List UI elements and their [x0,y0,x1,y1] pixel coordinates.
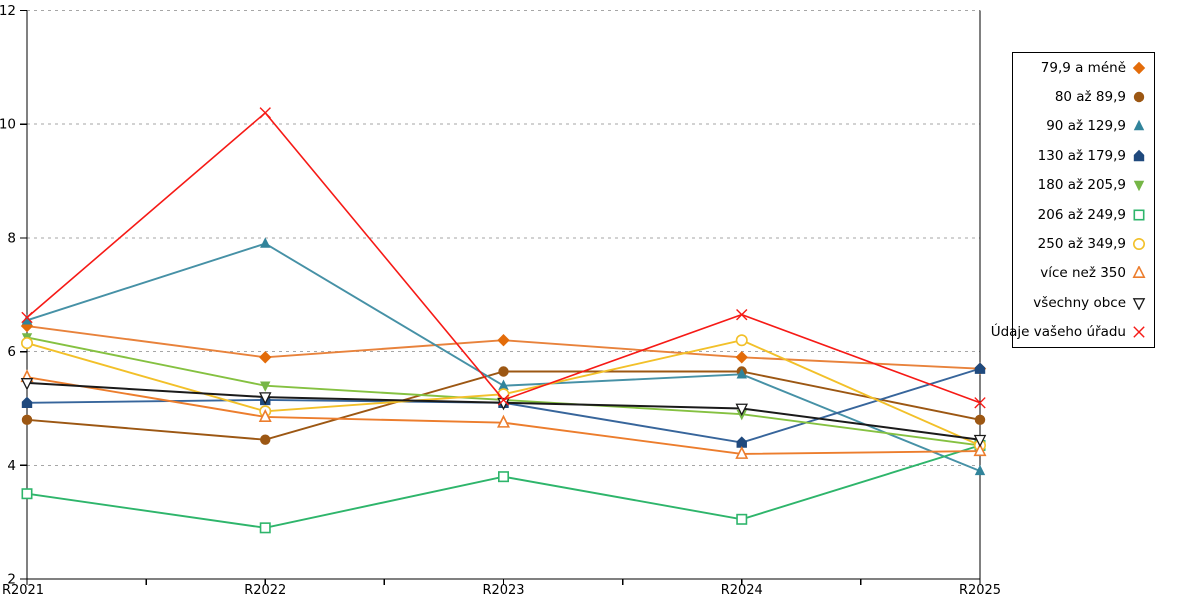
y-tick-label: 12 [0,3,16,19]
data-point-marker [974,362,986,374]
legend-item: 90 až 129,9 [1013,112,1154,141]
legend-item-label: 130 až 179,9 [1037,147,1126,164]
data-point-marker [498,366,509,377]
data-point-marker [497,414,510,428]
data-point-marker [735,403,749,417]
y-tick-label: 4 [7,458,16,474]
legend-item: 206 až 249,9 [1013,200,1154,229]
data-point-marker [498,379,509,390]
data-point-marker [1133,91,1145,103]
y-tick-label: 6 [7,344,16,360]
y-tick-label: 2 [7,572,16,588]
legend-item: Údaje vašeho úřadu [991,318,1154,347]
data-point-marker [1133,149,1145,162]
legend-item: 180 až 205,9 [1013,171,1154,200]
legend-item-marker-icon [1133,326,1145,338]
data-point-marker [21,488,33,500]
series-9 [20,378,987,448]
data-point-marker [21,314,33,325]
data-point-marker [735,445,749,459]
x-tick-label: R2024 [721,583,763,598]
data-point-marker [497,334,510,347]
data-point-marker [736,368,747,379]
data-point-marker [258,408,272,422]
data-point-marker [736,436,747,448]
data-point-marker [21,311,33,324]
legend-item-marker-icon [1133,238,1145,251]
data-point-marker [1132,297,1146,310]
legend-item-label: 79,9 a méně [1040,59,1126,76]
data-point-marker [260,381,271,392]
data-point-marker [1132,266,1146,279]
series-7 [20,334,986,452]
legend-item-label: 180 až 205,9 [1037,177,1126,194]
series-10 [21,107,986,409]
data-point-marker [736,308,748,321]
data-point-marker [974,464,986,476]
data-point-marker [1133,209,1145,221]
data-point-marker [735,334,748,347]
series-line [26,111,981,404]
legend-item-marker-icon [1133,149,1145,162]
x-tick-label: R2021 [2,583,44,598]
x-tick-label: R2025 [959,583,1001,598]
series-3 [21,237,986,476]
legend-item: 250 až 349,9 [1013,230,1154,259]
data-point-marker [1133,181,1145,192]
legend-item-label: 80 až 89,9 [1054,89,1126,106]
legend-item-marker-icon [1132,297,1146,310]
data-point-marker [20,378,34,391]
legend-item-label: 250 až 349,9 [1037,236,1126,253]
legend-item-marker-icon [1133,181,1145,192]
legend-item-marker-icon [1133,120,1145,131]
data-point-marker [1132,61,1146,74]
legend-item-marker-icon [1132,61,1146,74]
data-point-marker [497,471,509,483]
data-point-marker [1133,238,1145,251]
legend-item: všechny obce [1013,288,1154,317]
legend-item: 80 až 89,9 [1013,83,1154,112]
series-line [26,444,981,529]
y-tick-label: 10 [0,117,16,133]
chart-legend: 79,9 a méně 80 až 89,9 90 až 129,9 130 a… [991,52,1155,348]
legend-item: 79,9 a méně [1013,53,1154,82]
legend-item-label: Údaje vašeho úřadu [990,324,1126,341]
series-6 [21,439,986,534]
data-point-marker [260,237,271,248]
data-point-marker [974,414,986,426]
data-point-marker [973,434,987,448]
legend-item-label: více než 350 [1040,265,1126,282]
data-point-marker [259,522,271,534]
legend-item: 130 až 179,9 [1013,141,1154,170]
data-point-marker [497,394,510,406]
data-point-marker [21,396,33,408]
data-point-marker [736,513,748,525]
data-point-marker [20,337,33,350]
legend-item-marker-icon [1132,266,1146,279]
y-tick-label: 8 [7,230,16,246]
x-tick-label: R2022 [244,583,286,598]
data-point-marker [1133,326,1145,338]
legend-item-label: všechny obce [1033,294,1126,311]
x-tick-label: R2023 [482,583,524,598]
legend-item-label: 90 až 129,9 [1046,118,1126,135]
legend-item-label: 206 až 249,9 [1037,206,1126,223]
data-point-marker [497,397,510,411]
legend-item: více než 350 [1013,259,1154,288]
legend-item-marker-icon [1133,91,1145,103]
data-point-marker [260,434,271,445]
legend-item-marker-icon [1133,209,1145,221]
series-line [26,242,981,472]
data-point-marker [21,414,33,426]
series-line [26,325,981,370]
data-point-marker [973,443,987,457]
data-point-marker [1133,120,1145,131]
data-point-marker [974,397,986,409]
data-point-marker [259,107,271,119]
data-point-marker [258,392,272,405]
data-point-marker [259,351,272,364]
data-point-marker [735,351,748,364]
